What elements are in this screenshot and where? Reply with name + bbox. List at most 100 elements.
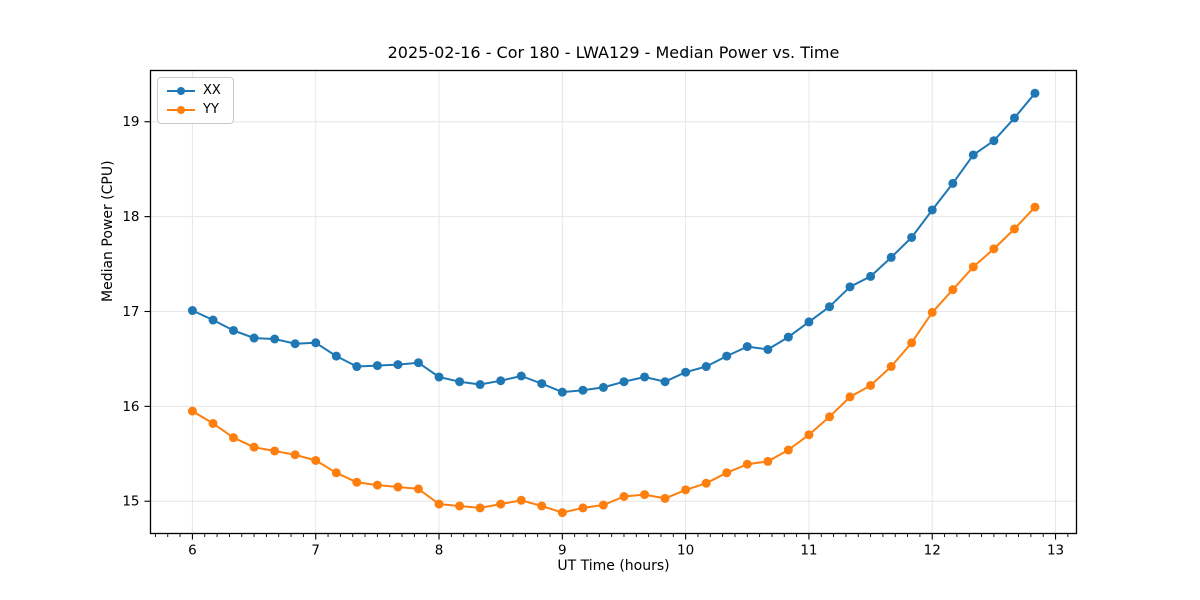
series-yy-marker xyxy=(372,480,382,490)
y-tick-label: 16 xyxy=(122,399,139,415)
series-xx-marker xyxy=(434,372,444,382)
y-tick-label: 17 xyxy=(122,304,139,320)
series-xx-marker xyxy=(372,361,382,371)
series-yy-marker xyxy=(783,445,793,455)
series-xx-marker xyxy=(1009,113,1019,123)
series-yy-marker xyxy=(598,500,608,510)
series-yy-marker xyxy=(681,485,691,495)
y-axis-label: Median Power (CPU) xyxy=(100,160,116,302)
series-xx-marker xyxy=(393,360,403,370)
series-xx-marker xyxy=(413,358,423,368)
series-xx-marker xyxy=(804,317,814,327)
series-yy-marker xyxy=(907,338,917,348)
series-xx-marker xyxy=(208,315,218,325)
series-yy-marker xyxy=(537,501,547,511)
series-xx-marker xyxy=(660,377,670,387)
series-yy-marker xyxy=(290,450,300,460)
series-xx-marker xyxy=(825,302,835,312)
x-tick-label: 10 xyxy=(677,543,694,559)
series-xx-marker xyxy=(290,339,300,349)
legend-label-xx: XX xyxy=(203,83,221,98)
series-xx-marker xyxy=(455,377,465,387)
x-tick-label: 8 xyxy=(435,543,444,559)
series-yy-marker xyxy=(228,433,238,443)
series-xx-marker xyxy=(763,344,773,354)
series-yy-marker xyxy=(763,456,773,466)
series-xx-marker xyxy=(331,351,341,361)
series-xx-marker xyxy=(578,385,588,395)
y-tick-label: 15 xyxy=(122,494,139,510)
series-yy-marker xyxy=(989,244,999,254)
series-xx-marker xyxy=(187,306,197,316)
series-xx-marker xyxy=(311,338,321,348)
series-xx-marker xyxy=(516,371,526,381)
series-yy-marker xyxy=(927,307,937,317)
series-yy-marker xyxy=(866,380,876,390)
series-yy-marker xyxy=(825,412,835,422)
series-yy-line xyxy=(191,206,1036,514)
series-xx-marker xyxy=(783,332,793,342)
legend-dot-icon xyxy=(177,86,185,95)
legend-label-yy: YY xyxy=(203,102,219,117)
x-axis-label: UT Time (hours) xyxy=(557,558,670,574)
series-xx-marker xyxy=(948,178,958,188)
series-yy-marker xyxy=(1009,224,1019,234)
series-yy-marker xyxy=(516,495,526,505)
series-yy-marker xyxy=(557,508,567,518)
series-yy-marker xyxy=(352,477,362,487)
series-xx-marker xyxy=(228,325,238,335)
series-xx-marker xyxy=(557,387,567,397)
series-xx-marker xyxy=(866,271,876,281)
series-yy-marker xyxy=(968,262,978,272)
x-tick-label: 11 xyxy=(800,543,817,559)
series-yy-marker xyxy=(886,362,896,372)
series-yy-marker xyxy=(413,484,423,494)
series-xx-marker xyxy=(968,150,978,160)
y-tick-label: 18 xyxy=(122,209,139,225)
series-yy-marker xyxy=(270,446,280,456)
series-xx-marker xyxy=(701,362,711,372)
series-yy-marker xyxy=(804,430,814,440)
series-xx-marker xyxy=(249,333,259,343)
legend-swatch-xx xyxy=(167,86,195,96)
series-xx-marker xyxy=(270,334,280,344)
x-tick-label: 7 xyxy=(311,543,320,559)
series-xx-marker xyxy=(742,342,752,352)
x-tick-label: 6 xyxy=(188,543,197,559)
axes-frame xyxy=(149,69,1078,535)
series-xx-marker xyxy=(907,232,917,242)
series-xx-marker xyxy=(640,372,650,382)
legend: XX YY xyxy=(157,77,234,124)
series-yy-marker xyxy=(434,499,444,509)
series-yy-marker xyxy=(640,490,650,500)
series-yy-marker xyxy=(578,503,588,513)
series-yy-marker xyxy=(311,455,321,465)
series-yy-marker xyxy=(208,418,218,428)
series-xx-marker xyxy=(722,351,732,361)
series-yy-marker xyxy=(455,501,465,511)
series-xx-marker xyxy=(927,205,937,215)
chart-title: 2025-02-16 - Cor 180 - LWA129 - Median P… xyxy=(387,43,840,62)
x-tick-label: 13 xyxy=(1047,543,1064,559)
series-yy-marker xyxy=(701,478,711,488)
series-xx-marker xyxy=(619,377,629,387)
series-yy-marker xyxy=(496,499,506,509)
series-yy-marker xyxy=(393,482,403,492)
series-xx-marker xyxy=(845,282,855,292)
series-xx-marker xyxy=(1030,88,1040,98)
x-tick-label: 9 xyxy=(558,543,567,559)
x-tick-label: 12 xyxy=(924,543,941,559)
series-xx-marker xyxy=(598,382,608,392)
y-tick-label: 19 xyxy=(122,114,139,130)
series-yy-marker xyxy=(619,491,629,501)
series-yy-marker xyxy=(722,468,732,478)
series-yy-marker xyxy=(742,459,752,469)
series-xx-marker xyxy=(475,380,485,390)
series-xx-marker xyxy=(496,376,506,386)
legend-item-xx: XX xyxy=(167,83,221,98)
series-yy-marker xyxy=(249,442,259,452)
series-xx-marker xyxy=(681,367,691,377)
series-yy-marker xyxy=(1030,202,1040,212)
